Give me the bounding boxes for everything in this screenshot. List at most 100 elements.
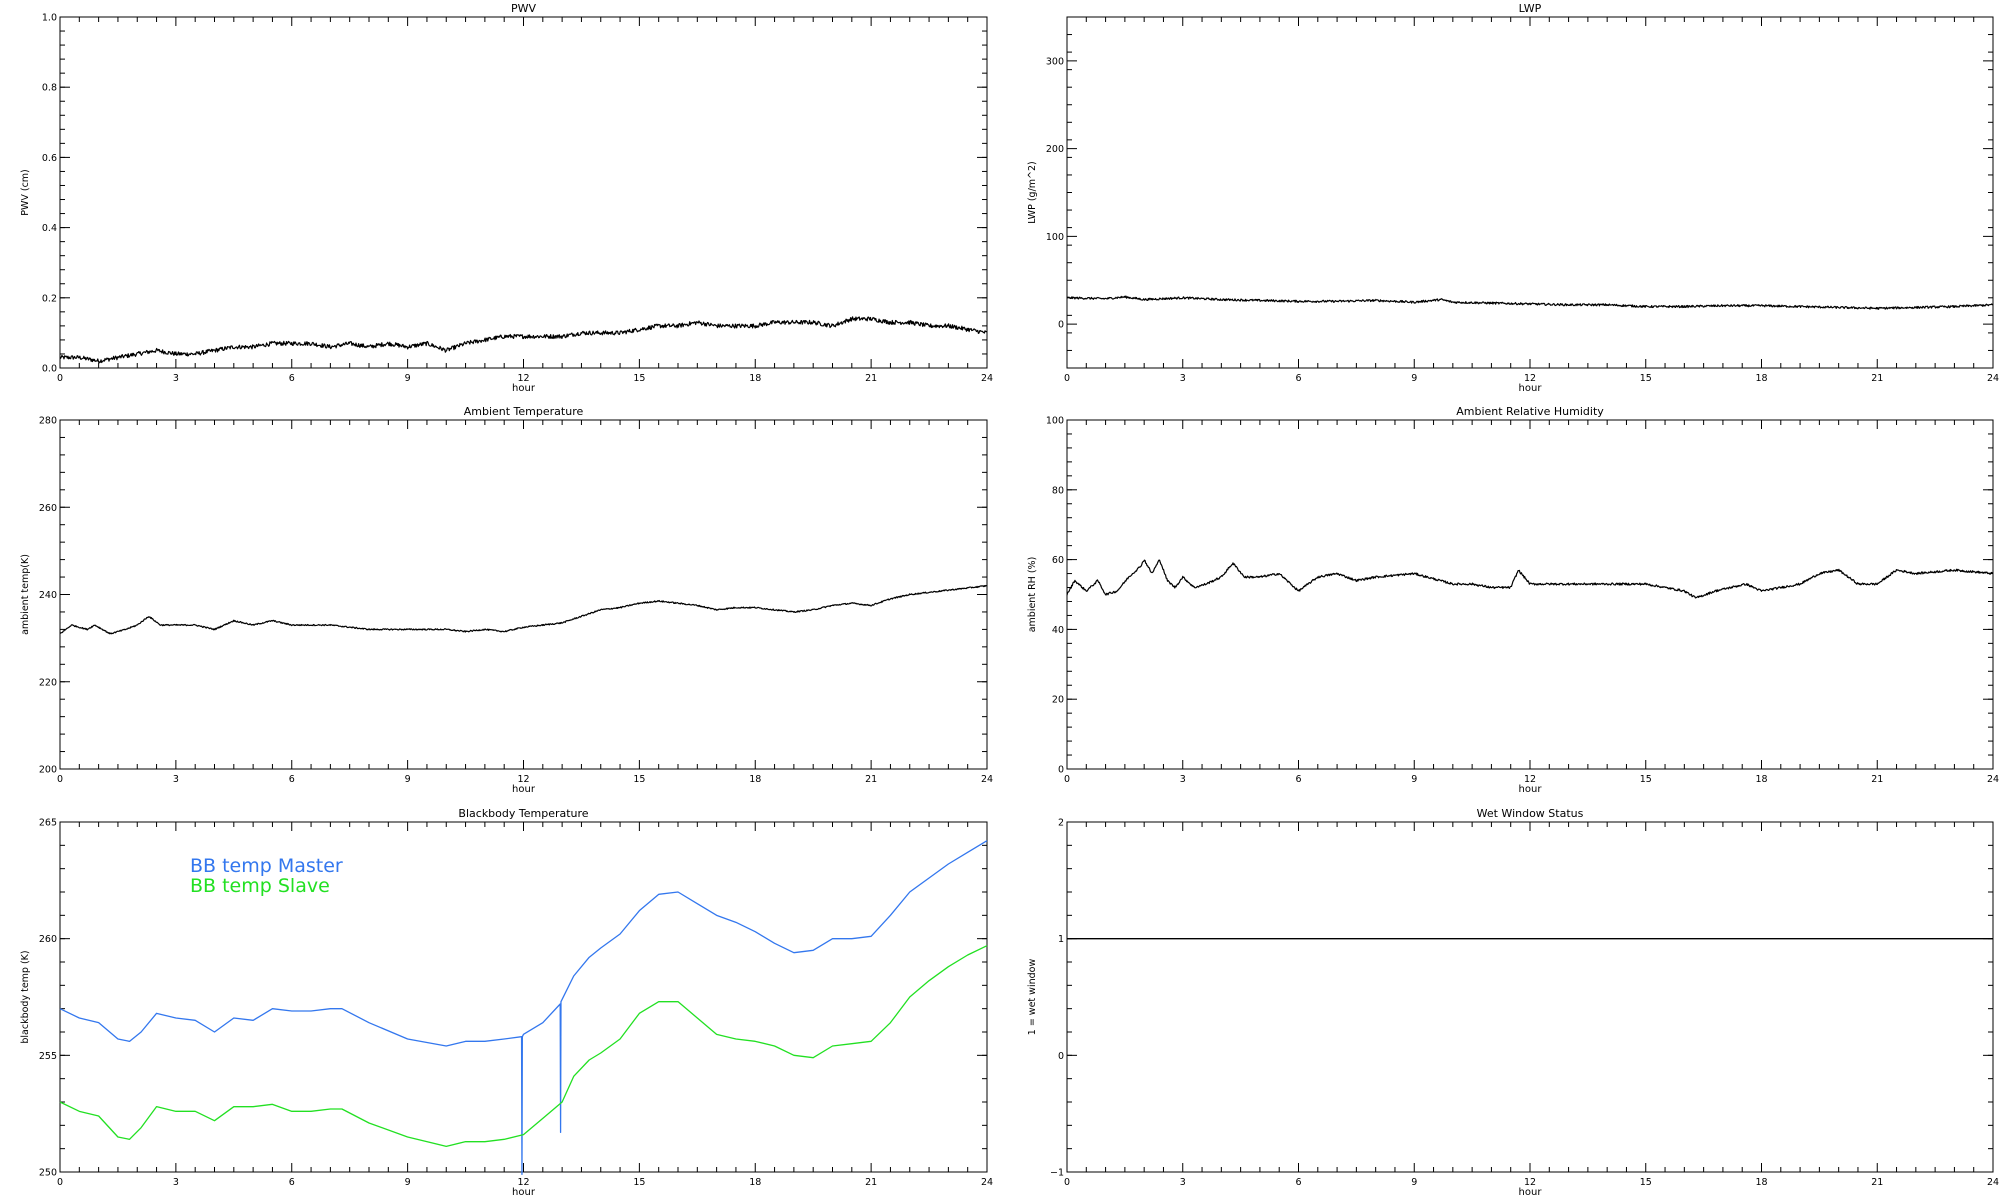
y-tick-label: 260: [39, 934, 57, 945]
x-tick-label: 3: [173, 373, 179, 384]
x-tick-label: 12: [517, 774, 529, 785]
x-tick-label: 0: [57, 774, 63, 785]
x-tick-label: 9: [1411, 1177, 1417, 1188]
chart-title: Blackbody Temperature: [458, 807, 588, 820]
x-tick-label: 9: [1411, 373, 1417, 384]
plot-frame: [59, 16, 988, 369]
x-axis-label: hour: [512, 1187, 536, 1198]
y-tick-label: 0: [1058, 320, 1064, 331]
x-tick-label: 18: [1755, 1177, 1767, 1188]
y-tick-label: 265: [39, 818, 57, 829]
y-axis-label: LWP (g/m^2): [1027, 161, 1038, 223]
y-tick-label: 260: [39, 503, 57, 514]
x-tick-label: 0: [57, 1177, 63, 1188]
y-tick-label: 220: [39, 677, 57, 688]
y-tick-label: 0.6: [42, 153, 57, 164]
x-tick-label: 3: [1180, 373, 1186, 384]
x-tick-label: 3: [1180, 774, 1186, 785]
ambient-temperature-series-line-1: [59, 584, 988, 635]
x-tick-label: 6: [289, 373, 295, 384]
chart-title: Ambient Temperature: [464, 405, 584, 418]
x-tick-label: 15: [1640, 1177, 1652, 1188]
x-tick-label: 18: [749, 1177, 761, 1188]
y-axis-label: ambient temp(K): [20, 554, 31, 635]
x-tick-label: 24: [1987, 1177, 1999, 1188]
x-tick-label: 24: [981, 774, 993, 785]
legend-entry: BB temp Slave: [190, 875, 330, 897]
y-tick-label: 0.8: [42, 83, 57, 94]
x-tick-label: 3: [173, 774, 179, 785]
x-tick-label: 24: [981, 1177, 993, 1188]
x-tick-label: 12: [517, 1177, 529, 1188]
chart-title: PWV: [511, 2, 537, 15]
x-axis-label: hour: [1519, 1187, 1543, 1198]
y-tick-label: 200: [39, 765, 57, 776]
x-axis-label: hour: [1519, 383, 1543, 394]
x-tick-label: 15: [633, 373, 645, 384]
y-axis-label: 1 = wet window: [1027, 959, 1038, 1036]
x-tick-label: 21: [1871, 774, 1883, 785]
lwp-panel: LWP 0 3 6 9 12 15 18 21 24 hour 0 100 200 300 LWP (g/m^…: [1027, 2, 1999, 394]
x-tick-label: 12: [517, 373, 529, 384]
x-tick-label: 24: [981, 373, 993, 384]
x-tick-label: 0: [1064, 373, 1070, 384]
ambient-relative-humidity-panel: Ambient Relative Humidity 0 3 6 9 12 15 18 21 24 h…: [1027, 405, 1999, 795]
x-tick-label: 6: [1295, 774, 1301, 785]
y-axis-label: PWV (cm): [20, 169, 31, 216]
y-tick-label: 60: [1052, 555, 1064, 566]
plot-frame: [1066, 419, 1994, 770]
x-tick-label: 3: [173, 1177, 179, 1188]
y-tick-label: 0.2: [42, 293, 57, 304]
blackbody-temperature-series-line-1: [59, 840, 988, 1175]
x-tick-label: 9: [1411, 774, 1417, 785]
x-tick-label: 0: [1064, 774, 1070, 785]
y-tick-label: 20: [1052, 695, 1064, 706]
y-tick-label: 2: [1058, 818, 1064, 829]
y-tick-label: 0: [1058, 765, 1064, 776]
y-tick-label: 255: [39, 1051, 57, 1062]
x-tick-label: 15: [1640, 373, 1652, 384]
y-tick-label: 80: [1052, 485, 1064, 496]
y-tick-label: 280: [39, 416, 57, 427]
x-tick-label: 18: [1755, 774, 1767, 785]
x-tick-label: 24: [1987, 373, 1999, 384]
y-tick-label: 0: [1058, 1051, 1064, 1062]
x-tick-label: 6: [289, 774, 295, 785]
x-tick-label: 12: [1524, 774, 1536, 785]
x-tick-label: 9: [405, 774, 411, 785]
plot-frame: [1066, 16, 1994, 369]
x-tick-label: 12: [1524, 1177, 1536, 1188]
x-tick-label: 6: [1295, 373, 1301, 384]
x-tick-label: 21: [865, 373, 877, 384]
y-tick-label: 0.0: [42, 364, 57, 375]
y-tick-label: 1: [1058, 934, 1064, 945]
x-axis-label: hour: [512, 383, 536, 394]
x-tick-label: 21: [865, 774, 877, 785]
x-tick-label: 9: [405, 373, 411, 384]
y-tick-label: 240: [39, 590, 57, 601]
y-tick-label: 40: [1052, 625, 1064, 636]
y-tick-label: 100: [1046, 232, 1064, 243]
lwp-series-line-1: [1066, 295, 1994, 310]
y-tick-label: 100: [1046, 416, 1064, 427]
y-axis-label: blackbody temp (K): [20, 950, 31, 1043]
x-tick-label: 12: [1524, 373, 1536, 384]
chart-title: Ambient Relative Humidity: [1456, 405, 1604, 418]
x-tick-label: 18: [1755, 373, 1767, 384]
x-tick-label: 15: [633, 774, 645, 785]
legend-entry: BB temp Master: [190, 855, 343, 877]
x-tick-label: 18: [749, 373, 761, 384]
x-axis-label: hour: [1519, 784, 1543, 795]
plot-frame: [59, 419, 988, 770]
y-tick-label: 250: [39, 1168, 57, 1179]
x-tick-label: 21: [865, 1177, 877, 1188]
pwv-panel: PWV 0 3 6 9 12 15 18 21 24 hour 0.0 0.2 0.4 0.6 0.8 1.0 P…: [20, 2, 993, 394]
chart-title: Wet Window Status: [1477, 807, 1584, 820]
x-axis-label: hour: [512, 784, 536, 795]
y-tick-label: 300: [1046, 56, 1064, 67]
x-tick-label: 0: [1064, 1177, 1070, 1188]
x-tick-label: 15: [633, 1177, 645, 1188]
ambient-relative-humidity-series-line-1: [1066, 559, 1994, 599]
